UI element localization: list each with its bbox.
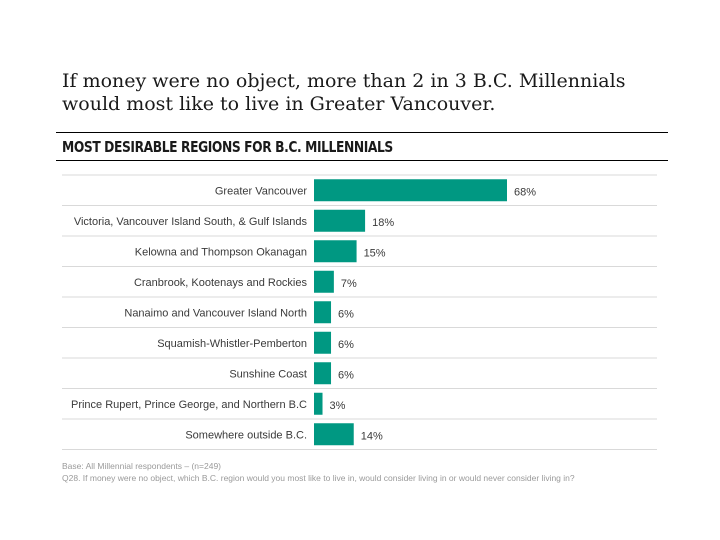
- category-label: Greater Vancouver: [215, 185, 307, 197]
- category-label: Kelowna and Thompson Okanagan: [135, 246, 307, 258]
- category-label: Somewhere outside B.C.: [185, 429, 307, 441]
- bar: [314, 423, 354, 446]
- value-label: 3%: [330, 400, 346, 412]
- bar: [314, 179, 507, 202]
- value-label: 15%: [364, 247, 386, 259]
- bar: [314, 240, 357, 263]
- category-label: Victoria, Vancouver Island South, & Gulf…: [74, 216, 308, 228]
- category-label: Squamish-Whistler-Pemberton: [157, 338, 307, 350]
- value-label: 7%: [341, 278, 357, 290]
- bar: [314, 301, 332, 324]
- section-rule-top: [56, 132, 668, 133]
- category-label: Cranbrook, Kootenays and Rockies: [134, 277, 308, 289]
- value-label: 6%: [338, 308, 354, 320]
- value-label: 6%: [338, 339, 354, 351]
- bar: [314, 362, 332, 385]
- value-label: 14%: [361, 430, 383, 442]
- value-label: 6%: [338, 369, 354, 381]
- category-label: Sunshine Coast: [229, 368, 307, 380]
- footnote-question: Q28. If money were no object, which B.C.…: [62, 473, 575, 483]
- headline: If money were no object, more than 2 in …: [62, 70, 626, 115]
- value-label: 18%: [372, 217, 394, 229]
- category-label: Prince Rupert, Prince George, and Northe…: [71, 399, 307, 411]
- bar: [314, 209, 366, 232]
- bar: [314, 270, 334, 293]
- section-title: MOST DESIRABLE REGIONS FOR B.C. MILLENNI…: [62, 138, 393, 156]
- section-rule-bottom: [56, 160, 668, 161]
- value-label: 68%: [514, 186, 536, 198]
- bar: [314, 392, 323, 415]
- category-label: Nanaimo and Vancouver Island North: [124, 307, 307, 319]
- footnote-base: Base: All Millennial respondents – (n=24…: [62, 461, 221, 471]
- bar: [314, 331, 332, 354]
